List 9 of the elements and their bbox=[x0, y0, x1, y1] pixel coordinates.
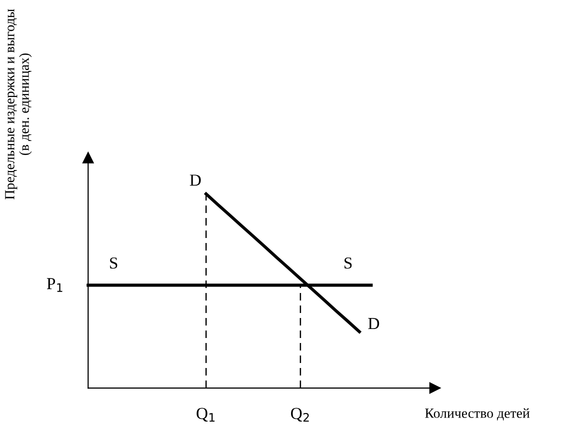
text: S bbox=[344, 257, 352, 269]
x-tick-label: Q$_{1}$ bbox=[196, 408, 215, 422]
series-label: S bbox=[110, 257, 118, 269]
text: D bbox=[190, 174, 201, 186]
x-tick-label: Q$_{2}$ bbox=[291, 408, 309, 422]
y-axis-title: Предельные издержки и выгоды (в ден. единицах) bbox=[5, 9, 32, 200]
x-axis-title: Количество детей bbox=[425, 408, 530, 420]
text: P$_{1}$ bbox=[46, 278, 62, 292]
series-label: D bbox=[368, 318, 380, 330]
